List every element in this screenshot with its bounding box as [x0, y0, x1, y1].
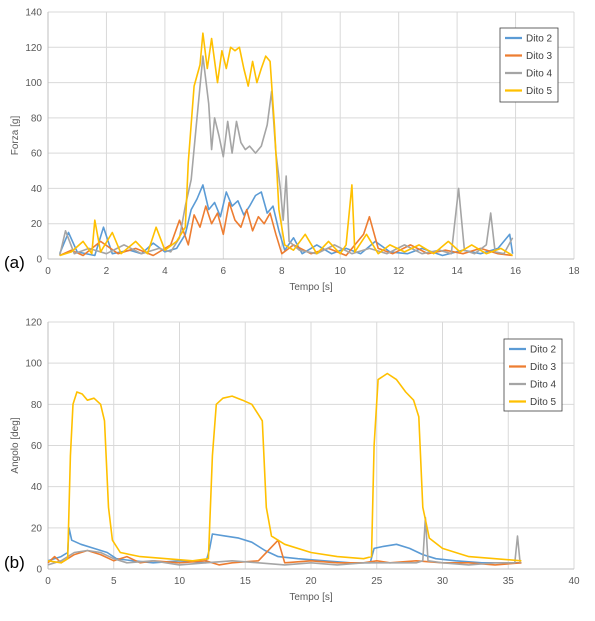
x-tick-label: 35 [503, 576, 515, 587]
y-tick-label: 20 [31, 219, 43, 230]
x-tick-label: 12 [393, 266, 405, 277]
x-tick-label: 40 [568, 576, 580, 587]
y-tick-label: 100 [25, 78, 42, 89]
x-tick-label: 10 [174, 576, 186, 587]
series-line-dito-5 [59, 32, 514, 257]
legend-label: Dito 3 [530, 362, 557, 373]
x-axis-label: Tempo [s] [289, 282, 333, 293]
legend-label: Dito 4 [530, 380, 557, 391]
legend-label: Dito 4 [526, 69, 553, 80]
y-tick-label: 120 [25, 318, 42, 329]
x-tick-label: 0 [45, 266, 51, 277]
x-tick-label: 5 [111, 576, 117, 587]
y-tick-label: 60 [31, 441, 43, 452]
series-line-dito-4 [47, 516, 521, 566]
y-tick-label: 0 [36, 255, 42, 266]
series-line-dito-4 [58, 55, 514, 256]
x-tick-label: 0 [45, 576, 51, 587]
x-tick-label: 16 [510, 266, 522, 277]
panel-label: (b) [4, 553, 25, 572]
x-tick-label: 2 [104, 266, 110, 277]
y-tick-label: 40 [31, 184, 43, 195]
series-line-dito-2 [58, 184, 514, 257]
y-tick-label: 60 [31, 149, 43, 160]
chart-force: 0 20 40 60 80 100 120 140 0 2 4 6 8 10 12 14 16 18 Tempo [… [4, 8, 580, 294]
legend-label: Dito 5 [530, 397, 557, 408]
y-tick-label: 120 [25, 43, 42, 54]
x-tick-label: 8 [279, 266, 285, 277]
y-tick-label: 80 [31, 113, 43, 124]
chart-angle: 0 20 40 60 80 100 120 0 5 10 15 20 25 30 35 40 Tempo [s]… [4, 318, 580, 604]
y-tick-label: 80 [31, 400, 43, 411]
y-tick-label: 100 [25, 359, 42, 370]
y-tick-label: 20 [31, 523, 43, 534]
legend-box [503, 338, 563, 412]
x-tick-label: 14 [452, 266, 464, 277]
x-tick-label: 4 [162, 266, 168, 277]
x-tick-label: 25 [371, 576, 383, 587]
x-tick-label: 30 [437, 576, 449, 587]
y-axis-label: Forza [g] [10, 116, 21, 156]
panel-label: (a) [4, 253, 25, 272]
x-tick-label: 6 [221, 266, 227, 277]
x-tick-label: 10 [335, 266, 347, 277]
y-axis-label: Angolo [deg] [10, 417, 21, 473]
legend-label: Dito 2 [530, 345, 557, 356]
series-line-dito-5 [47, 372, 522, 564]
legend-label: Dito 2 [526, 34, 553, 45]
y-tick-label: 40 [31, 482, 43, 493]
legend-label: Dito 5 [526, 86, 553, 97]
x-axis-label: Tempo [s] [289, 592, 333, 603]
series-line-dito-2 [47, 527, 522, 564]
y-tick-label: 0 [36, 565, 42, 576]
x-tick-label: 15 [240, 576, 252, 587]
x-tick-label: 20 [305, 576, 317, 587]
x-tick-label: 18 [568, 266, 580, 277]
y-tick-label: 140 [25, 8, 42, 19]
legend-label: Dito 3 [526, 51, 553, 62]
